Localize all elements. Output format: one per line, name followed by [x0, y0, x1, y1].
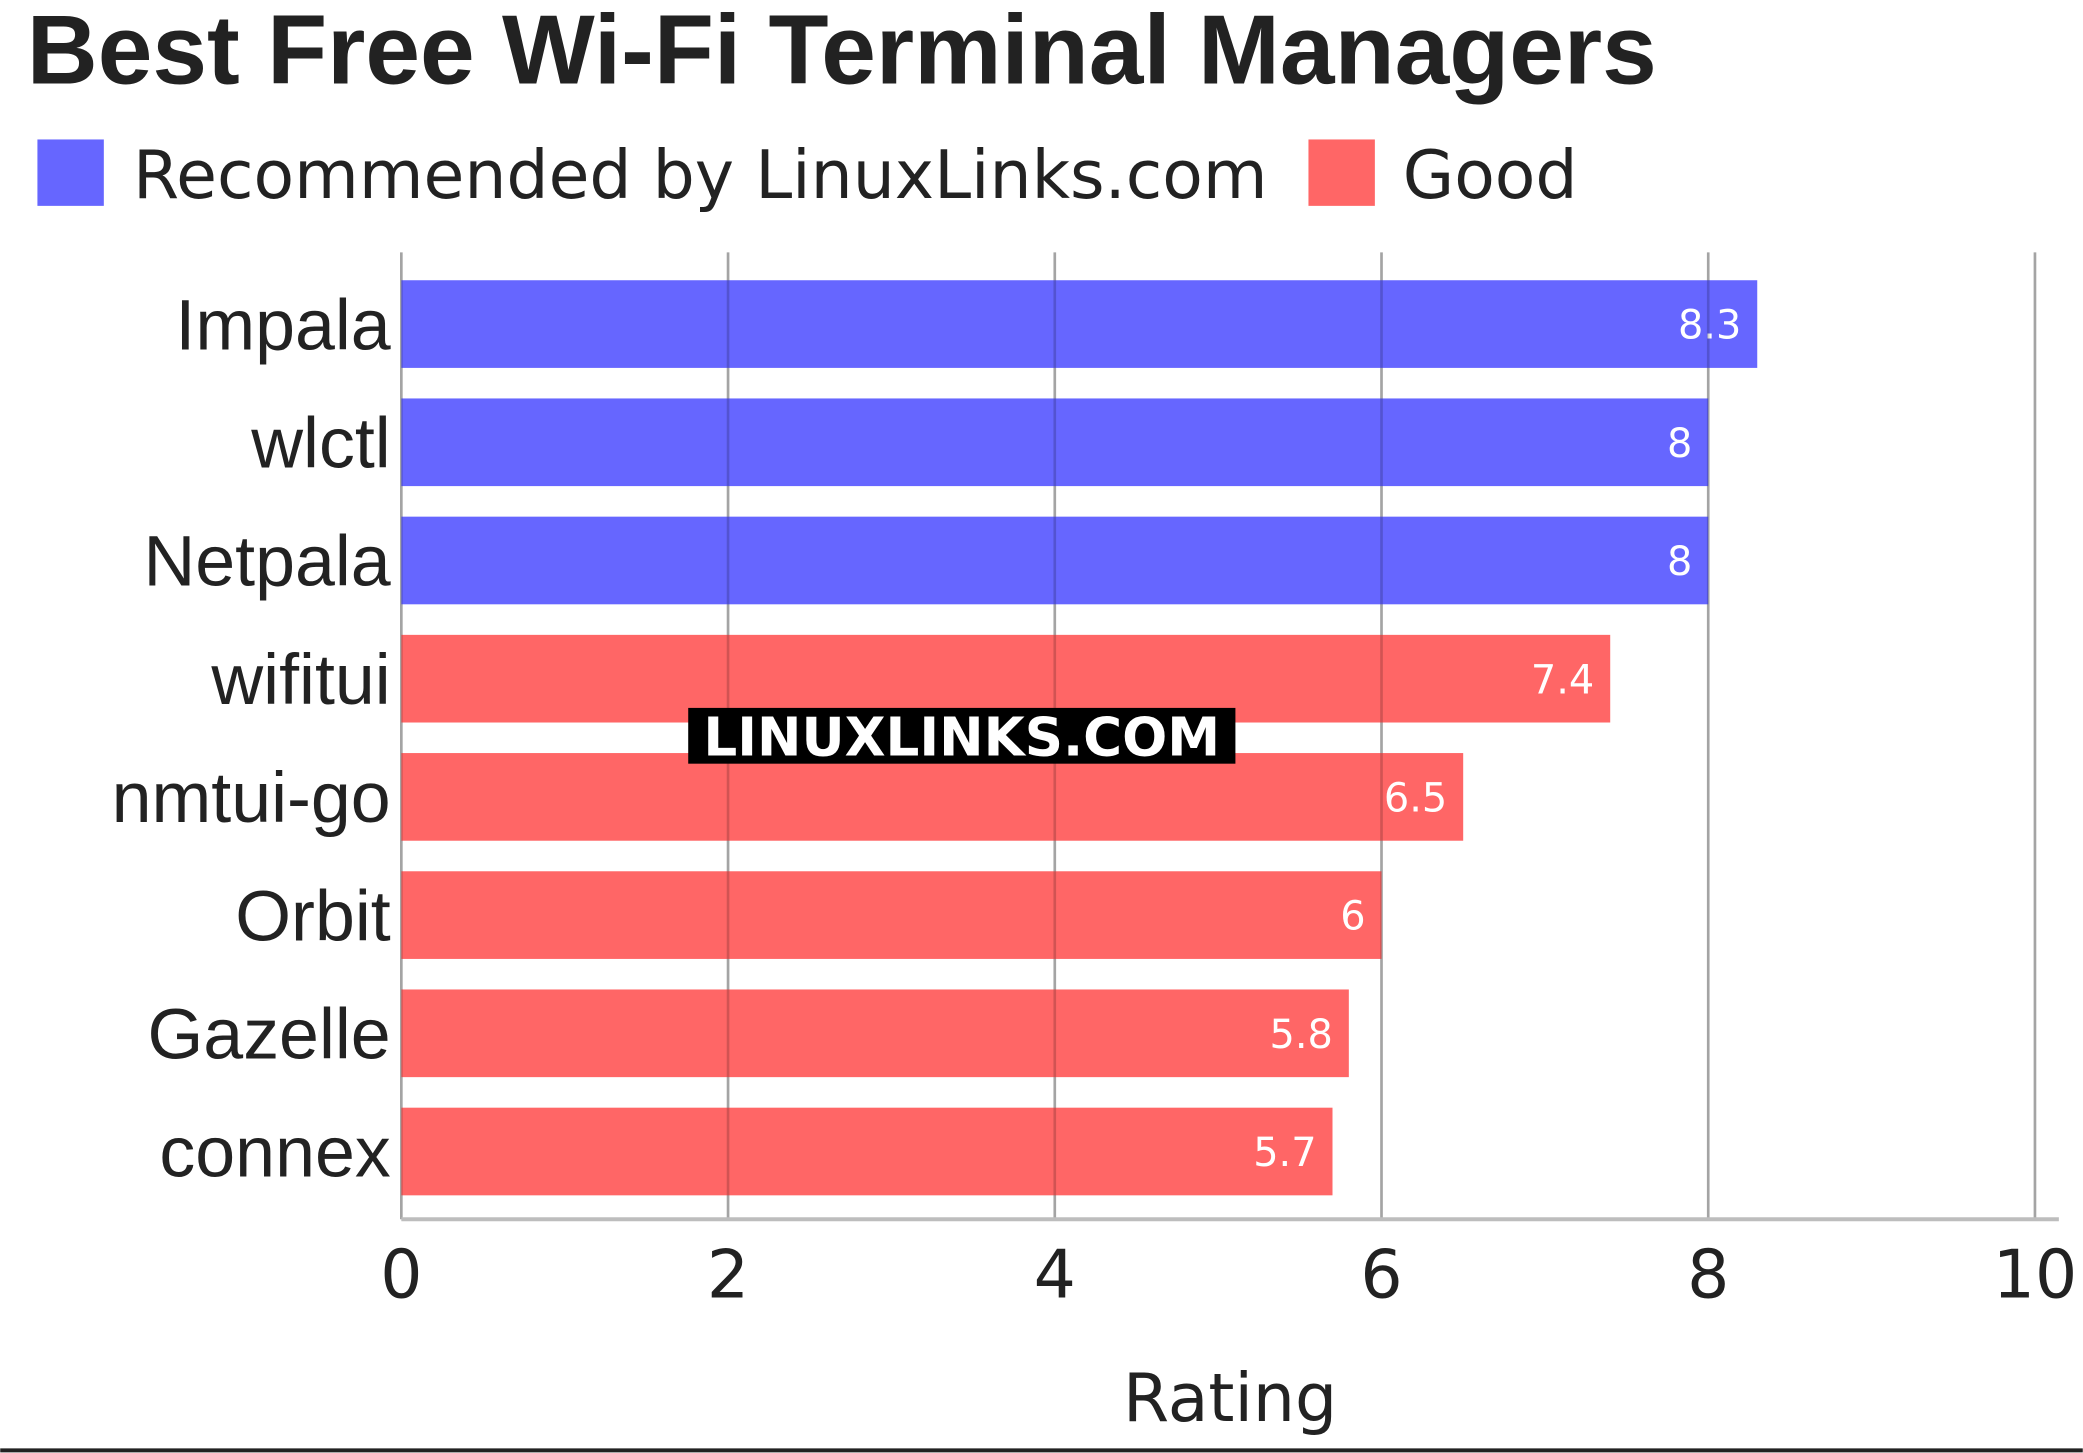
x-axis-label: Rating: [1123, 1359, 1337, 1437]
bar-wlctl: [401, 398, 1709, 487]
watermark-text: LINUXLINKS.COM: [703, 707, 1220, 769]
bar-connex: [401, 1107, 1333, 1196]
bar-Orbit: [401, 871, 1382, 959]
data-label: 6.5: [1384, 776, 1447, 822]
x-tick-label: 10: [1993, 1236, 2077, 1314]
watermark: LINUXLINKS.COM: [688, 707, 1236, 769]
legend: Recommended by LinuxLinks.com Good: [37, 136, 1578, 214]
category-label: nmtui-go: [112, 758, 391, 838]
watermark-background: [688, 707, 1236, 764]
data-label: 8: [1667, 539, 1692, 585]
x-tick-label: 4: [1034, 1236, 1076, 1314]
data-label: 5.7: [1253, 1130, 1316, 1176]
legend-label-recommended: Recommended by LinuxLinks.com: [133, 136, 1267, 214]
bar-Impala: [401, 280, 1758, 368]
legend-swatch-good: [1308, 139, 1375, 206]
gridlines-overlay: [400, 252, 2037, 1220]
category-label: Gazelle: [148, 995, 391, 1075]
data-label: 8.3: [1678, 303, 1741, 349]
category-label: wifitui: [210, 640, 390, 720]
category-label: Orbit: [235, 876, 390, 956]
legend-swatch-recommended: [37, 139, 104, 206]
chart-title: Best Free Wi-Fi Terminal Managers: [27, 0, 1657, 105]
data-label: 7.4: [1531, 657, 1594, 703]
x-tick-label: 0: [380, 1236, 422, 1314]
category-label: wlctl: [250, 404, 390, 484]
x-tick-labels: 0 2 4 6 8 10: [380, 1236, 2077, 1314]
x-tick-label: 6: [1360, 1236, 1402, 1314]
bar-Gazelle: [401, 989, 1349, 1078]
x-tick-label: 8: [1687, 1236, 1729, 1314]
bar-nmtui-go: [401, 753, 1464, 841]
data-label: 5.8: [1270, 1012, 1333, 1058]
category-label: connex: [159, 1113, 390, 1193]
bar-Netpala: [401, 516, 1709, 605]
category-label: Netpala: [144, 522, 391, 602]
data-label: 6: [1340, 894, 1365, 940]
legend-label-good: Good: [1403, 136, 1578, 214]
category-label: Impala: [175, 285, 390, 365]
bars: Impala 8.3 wlctl 8 Netpala 8 wifitui 7.4 nmtui-g…: [112, 280, 1758, 1196]
x-tick-label: 2: [707, 1236, 749, 1314]
data-label: 8: [1667, 421, 1692, 467]
